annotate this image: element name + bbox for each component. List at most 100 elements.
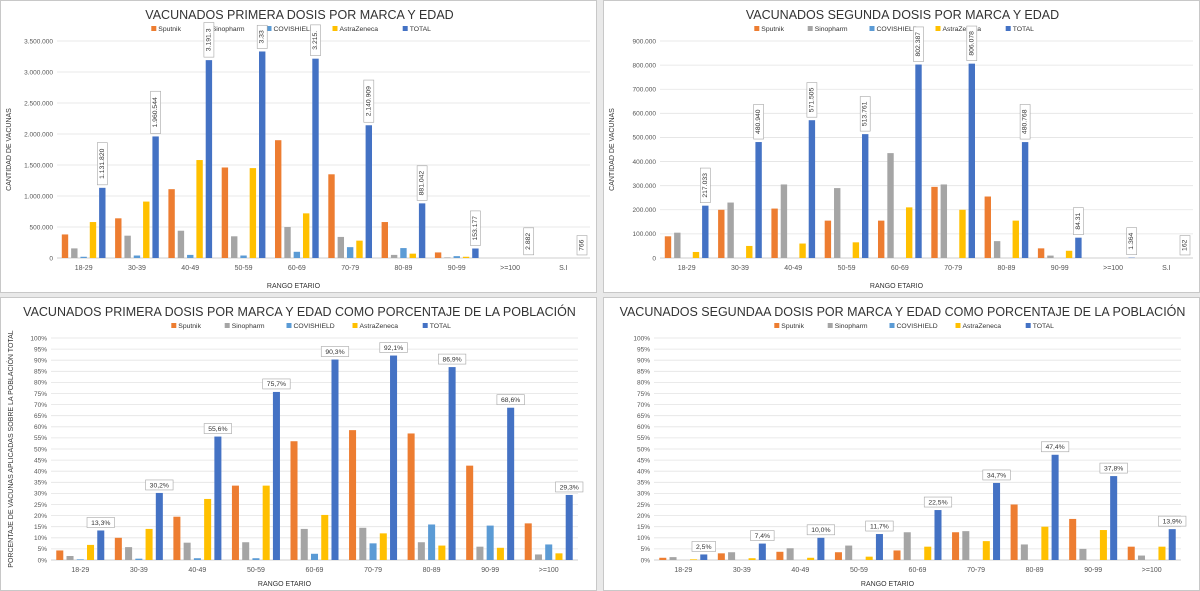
bar-sinopharm-4 — [887, 153, 894, 258]
data-label: 84.31 — [1075, 212, 1082, 229]
data-label-box — [145, 479, 174, 491]
bar-sinopharm-7 — [476, 546, 484, 560]
x-tick-label: 70-79 — [341, 265, 359, 272]
x-tick-label: 60-69 — [909, 567, 927, 574]
bar-sputnik-1 — [718, 209, 725, 258]
y-tick-label: 80% — [637, 380, 650, 387]
data-label-box — [416, 165, 428, 201]
bar-covishield-1 — [133, 255, 141, 258]
bar-sputnik-4 — [877, 220, 885, 258]
y-tick-label: 10% — [637, 535, 650, 542]
bar-sputnik-7 — [1037, 248, 1045, 258]
data-label: 86,9% — [442, 356, 461, 363]
y-tick-label: 500.000 — [633, 135, 657, 142]
data-label: 30,2% — [150, 482, 169, 489]
bar-sputnik-6 — [1010, 504, 1018, 560]
data-label-box — [310, 24, 321, 56]
y-tick-label: 45% — [34, 457, 47, 464]
data-label: 55,6% — [208, 426, 227, 433]
chart-title: VACUNADOS SEGUNDAA DOSIS POR MARCA Y EDA… — [620, 304, 1186, 319]
bar-total-3 — [272, 391, 280, 560]
bar-astrazeneca-0 — [692, 251, 700, 258]
legend-swatch — [935, 26, 941, 31]
data-label-box — [256, 24, 268, 49]
data-label-box — [203, 22, 215, 58]
bar-total-7 — [1075, 237, 1082, 258]
y-tick-label: 700.000 — [633, 87, 657, 94]
bar-sinopharm-0 — [71, 248, 78, 258]
legend-swatch — [422, 323, 428, 328]
bar-total-3 — [875, 534, 883, 560]
data-label: 766 — [579, 239, 586, 251]
chart-legend: Sputnik Sinopharm COVISHIELD AstraZeneca TOT… — [171, 323, 451, 330]
bar-covishield-0 — [80, 256, 87, 258]
bar-astrazeneca-5 — [982, 541, 990, 560]
x-tick-label: 90-99 — [1051, 265, 1069, 272]
y-tick-label: 300.000 — [633, 183, 657, 190]
data-label-box — [320, 346, 350, 357]
x-axis-label: RANGO ETARIO — [861, 581, 915, 588]
bar-sinopharm-3 — [231, 236, 238, 258]
bar-total-6 — [1051, 454, 1059, 560]
bar-astrazeneca-7 — [462, 256, 470, 258]
data-label: 7,4% — [755, 533, 771, 540]
y-tick-label: 70% — [637, 402, 650, 409]
y-tick-label: 100% — [633, 335, 650, 342]
legend-swatch — [774, 323, 780, 328]
bar-sinopharm-2 — [780, 184, 788, 258]
bar-sputnik-6 — [407, 433, 415, 560]
bar-total-1 — [755, 142, 762, 258]
y-tick-label: 20% — [637, 513, 650, 520]
data-label: 3.33 — [259, 30, 266, 43]
y-tick-label: 2.000.000 — [24, 131, 53, 138]
data-label: 3.215. — [312, 31, 319, 50]
bar-covishield-2 — [187, 254, 194, 258]
x-tick-label: 60-69 — [288, 265, 306, 272]
bar-covishield-8 — [545, 544, 553, 560]
legend-label: COVISHIELD — [274, 26, 315, 33]
bar-sputnik-2 — [168, 189, 175, 258]
x-tick-label: 70-79 — [944, 265, 962, 272]
legend-swatch — [332, 26, 338, 31]
y-tick-label: 55% — [637, 435, 650, 442]
data-label: 153.177 — [472, 216, 479, 241]
data-label-box — [576, 235, 588, 256]
legend-swatch — [224, 323, 230, 328]
bar-sputnik-5 — [349, 430, 357, 560]
bar-total-6 — [418, 203, 426, 258]
data-label: 11,7% — [870, 523, 889, 530]
y-tick-label: 1.500.000 — [24, 162, 53, 169]
y-tick-label: 30% — [34, 491, 47, 498]
x-tick-label: 90-99 — [1084, 567, 1102, 574]
x-tick-label: 40-49 — [188, 567, 206, 574]
y-tick-label: 40% — [637, 469, 650, 476]
y-tick-label: 60% — [637, 424, 650, 431]
data-label-box — [363, 79, 375, 123]
data-label: 68,6% — [501, 397, 520, 404]
bar-total-4 — [934, 510, 942, 560]
bar-astrazeneca-5 — [379, 533, 387, 560]
x-tick-label: 18-29 — [71, 567, 89, 574]
legend-label: COVISHIELD — [877, 26, 918, 33]
bar-sputnik-2 — [173, 516, 181, 560]
data-label: 10,0% — [811, 527, 830, 534]
x-tick-label: 80-89 — [1026, 567, 1044, 574]
chart-title: VACUNADOS SEGUNDA DOSIS POR MARCA Y EDAD — [746, 8, 1059, 22]
x-tick-label: 30-39 — [733, 567, 751, 574]
bar-astrazeneca-4 — [924, 546, 932, 560]
legend-label: TOTAL — [1013, 26, 1034, 33]
y-tick-label: 100.000 — [633, 231, 657, 238]
x-tick-label: >=100 — [1142, 567, 1162, 574]
bar-total-4 — [915, 64, 922, 258]
bar-sputnik-7 — [434, 252, 442, 258]
bar-sinopharm-4 — [903, 532, 911, 560]
bar-sputnik-7 — [1069, 518, 1077, 560]
bar-astrazeneca-0 — [690, 559, 698, 560]
data-label: 480.768 — [1022, 109, 1029, 134]
bar-sinopharm-7 — [1079, 548, 1087, 560]
y-tick-label: 0 — [652, 255, 656, 262]
x-tick-label: >=100 — [539, 567, 559, 574]
legend-swatch — [955, 323, 961, 328]
data-label-box — [555, 481, 584, 493]
bar-sputnik-6 — [381, 222, 388, 258]
